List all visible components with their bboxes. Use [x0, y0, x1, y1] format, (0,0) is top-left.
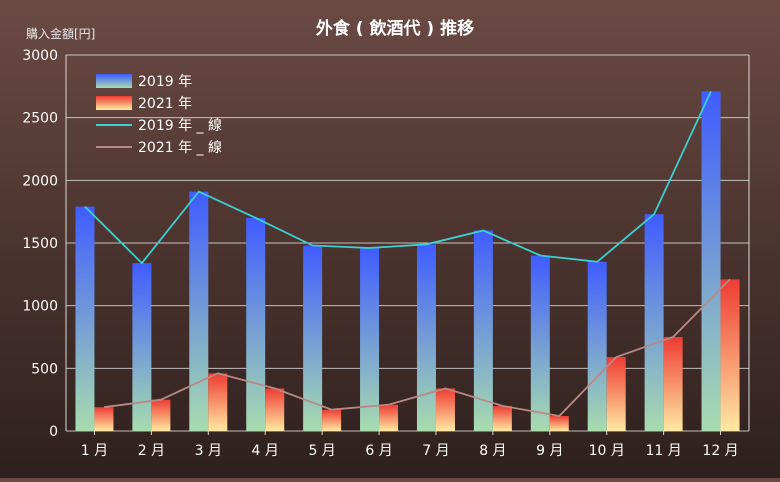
- bar-2021: [265, 388, 285, 431]
- bar-2021: [720, 279, 740, 431]
- bar-2019: [303, 245, 323, 431]
- y-tick-label: 1500: [22, 236, 58, 252]
- bar-2021: [94, 407, 114, 431]
- legend-label: 2019 年 _ 線: [138, 118, 222, 134]
- bar-2021: [435, 388, 455, 431]
- legend-label: 2021 年 _ 線: [138, 140, 222, 156]
- y-tick-label: 500: [31, 361, 58, 377]
- x-tick-label: 2 月: [138, 443, 165, 459]
- x-tick-label: 4 月: [252, 443, 279, 459]
- x-tick-label: 5 月: [308, 443, 335, 459]
- bar-2019: [701, 91, 721, 431]
- legend-swatch-bar: [96, 96, 132, 110]
- bar-2019: [132, 263, 152, 431]
- y-axis-ticks: 0 500 1000 1500 2000 2500 3000: [22, 48, 58, 440]
- bar-2019: [530, 255, 550, 431]
- bar-2019: [587, 261, 607, 431]
- bar-2019: [644, 214, 664, 431]
- legend: 2019 年 2021 年 2019 年 _ 線 2021 年 _ 線: [96, 74, 222, 156]
- bar-2021: [151, 399, 171, 431]
- bar-2019: [75, 206, 95, 431]
- chart-title: 外食 ( 飲酒代 ) 推移: [316, 18, 474, 39]
- x-tick-label: 11 月: [645, 443, 681, 459]
- x-tick-label: 1 月: [81, 443, 108, 459]
- legend-swatch-bar: [96, 74, 132, 88]
- grid-lines: [65, 54, 750, 432]
- legend-label: 2019 年: [138, 74, 192, 90]
- x-tick-label: 12 月: [702, 443, 738, 459]
- bar-2019: [416, 244, 436, 431]
- x-tick-label: 3 月: [195, 443, 222, 459]
- x-tick-label: 10 月: [589, 443, 625, 459]
- y-tick-label: 0: [49, 424, 58, 440]
- x-tick-label: 7 月: [422, 443, 449, 459]
- bar-2021: [208, 373, 228, 431]
- y-tick-label: 2000: [22, 173, 58, 189]
- y-tick-label: 1000: [22, 299, 58, 315]
- bar-2021: [492, 405, 512, 431]
- x-tick-label: 9 月: [536, 443, 563, 459]
- bar-2021: [322, 409, 342, 431]
- legend-label: 2021 年: [138, 96, 192, 112]
- bars: [75, 91, 740, 431]
- bar-2019: [246, 217, 266, 431]
- x-axis-ticks: 1 月 2 月 3 月 4 月 5 月 6 月 7 月 8 月 9 月 10 月 11 月 12 月: [81, 431, 739, 459]
- y-tick-label: 3000: [22, 48, 58, 64]
- bar-2021: [663, 337, 683, 431]
- bar-2021: [379, 404, 399, 431]
- bar-2019: [473, 230, 493, 431]
- bar-2019: [189, 191, 209, 431]
- x-tick-label: 6 月: [365, 443, 392, 459]
- bar-2019: [360, 248, 380, 431]
- bar-2021: [549, 415, 569, 431]
- series-lines: [84, 90, 731, 417]
- line-2021: [103, 278, 731, 417]
- line-2019: [84, 90, 712, 265]
- bar-2021: [606, 357, 626, 431]
- y-tick-label: 2500: [22, 111, 58, 127]
- y-axis-label: 購入金額[円]: [26, 26, 95, 41]
- x-tick-label: 8 月: [479, 443, 506, 459]
